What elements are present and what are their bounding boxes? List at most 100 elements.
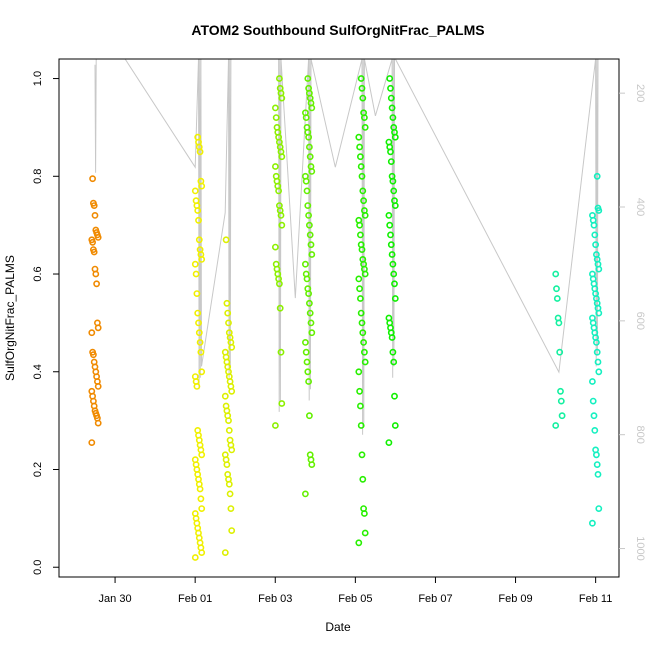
- y-axis: 0.0 0.2 0.4 0.6 0.8 1.0: [32, 71, 59, 575]
- data-point: [385, 314, 393, 322]
- data-point: [88, 387, 96, 395]
- data-point: [275, 75, 283, 82]
- data-point: [197, 495, 205, 503]
- data-point: [359, 94, 367, 102]
- data-point: [271, 104, 279, 112]
- data-point: [308, 329, 316, 337]
- data-point: [193, 290, 201, 297]
- series-8: [552, 270, 566, 429]
- data-point: [391, 422, 399, 429]
- data-point: [197, 177, 205, 185]
- data-point: [228, 527, 236, 534]
- y2-tick-label: 400: [634, 198, 646, 216]
- x-tick-label: Jan 30: [99, 593, 132, 605]
- data-point: [195, 236, 203, 244]
- data-point: [303, 187, 311, 195]
- data-point: [278, 221, 286, 229]
- data-point: [358, 84, 366, 92]
- data-point: [593, 172, 601, 180]
- data-point: [558, 412, 566, 420]
- data-point: [591, 231, 599, 239]
- data-point: [357, 75, 365, 82]
- data-point: [93, 280, 100, 288]
- data-point: [590, 412, 598, 420]
- data-point: [305, 299, 313, 307]
- data-point: [301, 260, 309, 268]
- data-point: [191, 456, 199, 464]
- data-point: [92, 226, 100, 234]
- data-point: [275, 202, 283, 209]
- y-axis-label: SulfOrgNitFrac_PALMS: [3, 255, 17, 381]
- x-tick-label: Feb 09: [498, 593, 532, 605]
- x-tick-label: Feb 01: [178, 593, 212, 605]
- data-point: [357, 241, 365, 249]
- data-point: [557, 387, 564, 395]
- data-point: [359, 187, 367, 195]
- data-point: [594, 358, 602, 366]
- data-point: [391, 392, 398, 400]
- data-point: [359, 329, 367, 337]
- data-point: [388, 104, 396, 112]
- data-point: [391, 280, 398, 288]
- data-point: [595, 368, 603, 376]
- data-point: [301, 172, 309, 180]
- data-point: [389, 260, 397, 268]
- x-axis-label: Date: [325, 620, 351, 634]
- data-point: [385, 439, 393, 446]
- series-5: [301, 75, 316, 498]
- data-point: [356, 295, 364, 302]
- data-point: [303, 124, 311, 131]
- data-point: [304, 368, 312, 376]
- data-points-layer: [88, 75, 603, 561]
- series-9: [589, 172, 603, 527]
- data-point: [387, 158, 395, 165]
- data-point: [305, 221, 313, 229]
- data-point: [194, 309, 202, 317]
- series-3: [221, 236, 236, 556]
- data-point: [191, 510, 199, 517]
- data-point: [90, 199, 97, 207]
- data-point: [593, 251, 600, 258]
- data-point: [356, 231, 364, 239]
- data-point: [355, 368, 363, 376]
- data-point: [355, 539, 363, 547]
- data-point: [385, 138, 393, 146]
- y-tick-label: 0.4: [32, 364, 44, 379]
- data-point: [88, 439, 96, 446]
- y-tick-label: 0.0: [32, 560, 44, 575]
- data-point: [272, 114, 280, 121]
- data-point: [306, 153, 314, 161]
- data-point: [387, 94, 395, 102]
- chart-title: ATOM2 Southbound SulfOrgNitFrac_PALMS: [191, 22, 484, 38]
- data-point: [223, 299, 231, 307]
- data-point: [361, 124, 369, 131]
- data-point: [391, 295, 399, 302]
- data-point: [361, 358, 369, 366]
- data-point: [301, 490, 309, 498]
- data-point: [273, 124, 281, 131]
- y2-tick-label: 600: [634, 312, 646, 330]
- y-tick-label: 0.8: [32, 169, 44, 184]
- data-point: [589, 519, 596, 527]
- x-axis: Jan 30 Feb 01 Feb 03 Feb 05 Feb 07 Feb 09 Feb …: [99, 577, 612, 605]
- data-point: [385, 211, 393, 219]
- data-point: [88, 329, 96, 337]
- data-point: [303, 358, 311, 366]
- data-point: [276, 304, 284, 312]
- data-point: [360, 197, 367, 205]
- data-point: [552, 270, 560, 278]
- data-point: [227, 505, 235, 512]
- data-point: [301, 109, 309, 117]
- data-point: [192, 270, 200, 278]
- data-point: [360, 207, 368, 214]
- y2-tick-label: 200: [634, 84, 646, 102]
- data-point: [356, 402, 364, 410]
- data-point: [221, 392, 229, 400]
- data-point: [272, 260, 280, 268]
- data-point: [276, 84, 284, 92]
- data-point: [595, 505, 603, 512]
- data-point: [225, 329, 233, 337]
- data-point: [224, 309, 232, 317]
- data-point: [360, 505, 367, 512]
- data-point: [553, 295, 561, 302]
